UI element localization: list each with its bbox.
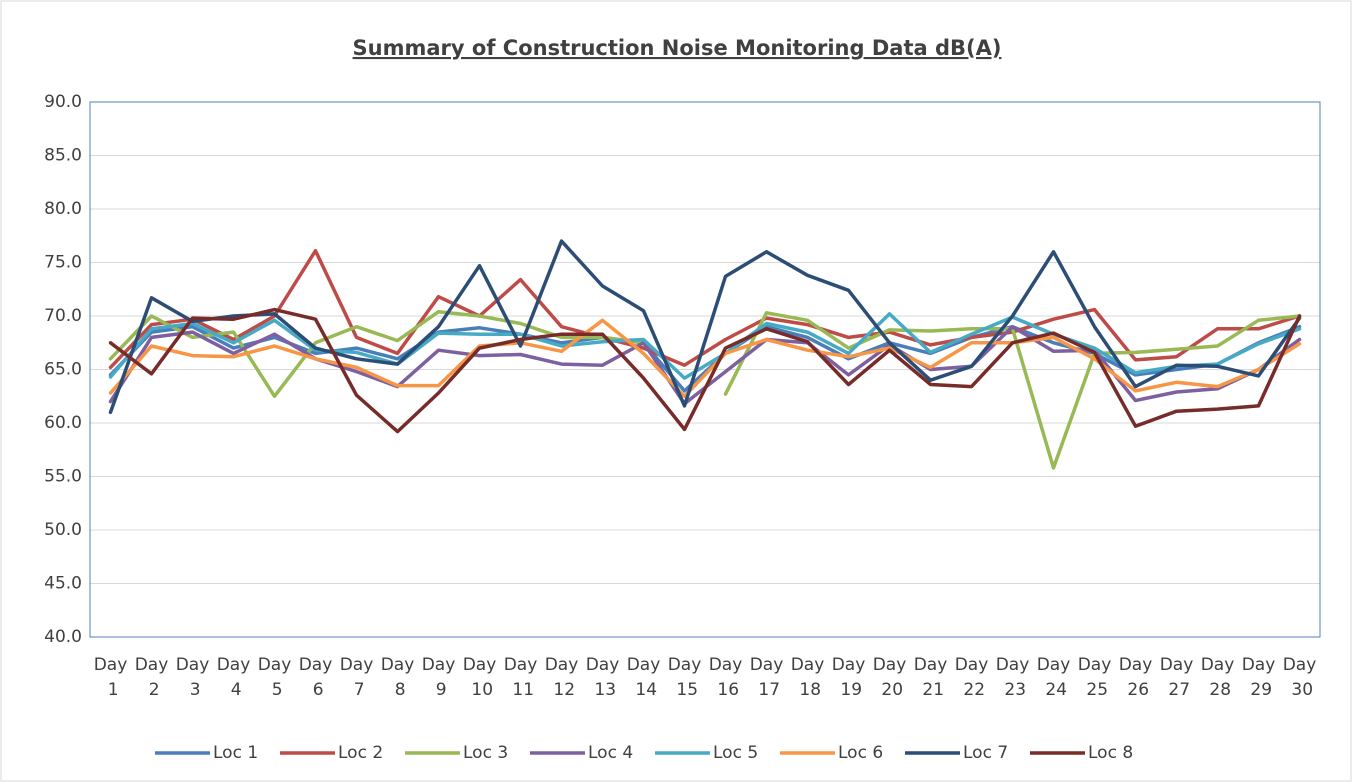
y-tick-label: 70.0 <box>44 306 82 326</box>
y-tick-label: 50.0 <box>44 520 82 540</box>
series-line <box>108 307 1302 434</box>
x-tick-label: Day 15 <box>668 655 702 700</box>
x-tick-label: Day 7 <box>340 655 374 700</box>
y-tick-label: 45.0 <box>44 574 82 594</box>
x-tick-label: Day 3 <box>176 655 210 700</box>
x-tick-label: Day 18 <box>791 655 825 700</box>
x-tick-label: Day 20 <box>873 655 907 700</box>
x-tick-label: Day 22 <box>955 655 989 700</box>
x-tick-label: Day 26 <box>1119 655 1153 700</box>
legend-label: Loc 4 <box>588 743 633 763</box>
series-line <box>108 239 1302 415</box>
legend-label: Loc 6 <box>838 743 883 763</box>
legend-label: Loc 7 <box>963 743 1008 763</box>
x-tick-label: Day 6 <box>299 655 333 700</box>
x-tick-label: Day 2 <box>135 655 169 700</box>
x-tick-label: Day 19 <box>832 655 866 700</box>
x-tick-label: Day 14 <box>627 655 661 700</box>
y-tick-label: 85.0 <box>44 146 82 166</box>
series-line <box>108 312 1302 380</box>
x-tick-label: Day 24 <box>1037 655 1071 700</box>
x-tick-label: Day 23 <box>996 655 1030 700</box>
y-tick-label: 75.0 <box>44 253 82 273</box>
x-tick-label: Day 9 <box>422 655 456 700</box>
x-tick-label: Day 8 <box>381 655 415 700</box>
x-tick-label: Day 11 <box>504 655 538 700</box>
legend-label: Loc 8 <box>1088 743 1133 763</box>
y-tick-label: 40.0 <box>44 627 82 647</box>
legend-label: Loc 3 <box>463 743 508 763</box>
x-tick-label: Day 28 <box>1201 655 1235 700</box>
y-tick-label: 65.0 <box>44 360 82 380</box>
chart-title: Summary of Construction Noise Monitoring… <box>353 36 1002 60</box>
x-tick-label: Day 17 <box>750 655 784 700</box>
x-tick-label: Day 27 <box>1160 655 1194 700</box>
y-tick-label: 55.0 <box>44 467 82 487</box>
x-tick-label: Day 21 <box>914 655 948 700</box>
x-tick-label: Day 4 <box>217 655 251 700</box>
plot-border <box>89 101 1321 638</box>
legend-label: Loc 5 <box>713 743 758 763</box>
x-tick-label: Day 13 <box>586 655 620 700</box>
x-tick-label: Day 25 <box>1078 655 1112 700</box>
legend-label: Loc 2 <box>338 743 383 763</box>
x-tick-label: Day 5 <box>258 655 292 700</box>
x-tick-label: Day 10 <box>463 655 497 700</box>
legend-label: Loc 1 <box>213 743 258 763</box>
y-tick-label: 80.0 <box>44 199 82 219</box>
y-tick-label: 60.0 <box>44 413 82 433</box>
series-line <box>108 248 1302 370</box>
x-tick-label: Day 16 <box>709 655 743 700</box>
x-tick-label: Day 1 <box>94 655 128 700</box>
x-tick-label: Day 30 <box>1283 655 1317 700</box>
y-tick-label: 90.0 <box>44 92 82 112</box>
x-tick-label: Day 29 <box>1242 655 1276 700</box>
x-tick-label: Day 12 <box>545 655 579 700</box>
